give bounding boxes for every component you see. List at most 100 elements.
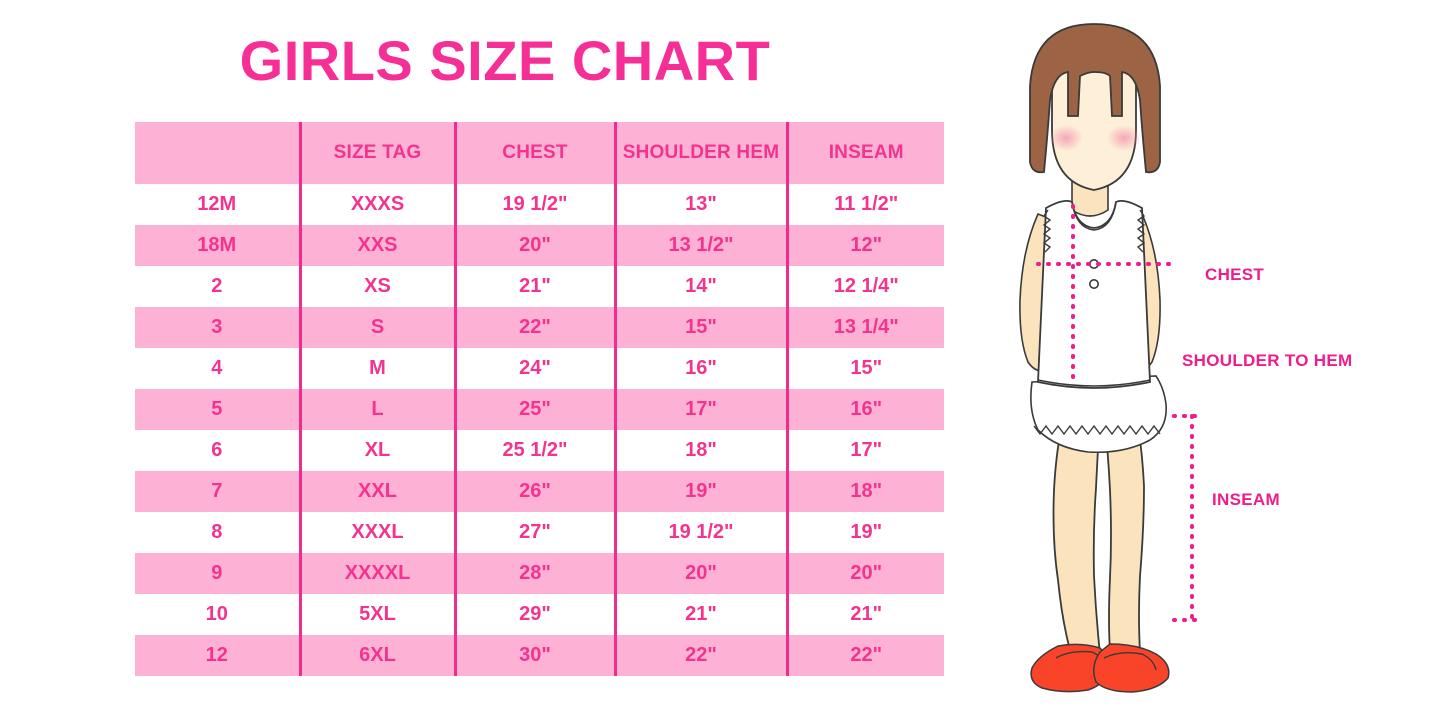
- right-leg-shape: [1102, 413, 1145, 673]
- cell-shoulder-hem: 14": [613, 266, 787, 307]
- cell-chest: 26": [453, 471, 615, 512]
- top-hem-line: [1037, 379, 1151, 387]
- cell-chest: 29": [453, 594, 615, 635]
- column-header-chest: CHEST: [453, 122, 615, 184]
- cell-chest: 19 1/2": [453, 184, 615, 225]
- cell-shoulder-hem: 13 1/2": [613, 225, 787, 266]
- cell-inseam: 18": [785, 471, 944, 512]
- bloomers-ruffle-trim: [1033, 424, 1161, 436]
- page-title: GIRLS SIZE CHART: [239, 29, 771, 92]
- cell-size: 2: [135, 266, 300, 307]
- table-row: 4 M 24" 16" 15": [135, 348, 944, 389]
- right-armhole-ruffle: [1136, 209, 1146, 253]
- column-header-shoulder-hem: SHOULDER HEM: [613, 122, 787, 184]
- cell-size-tag: M: [298, 348, 455, 389]
- table-row: 9 XXXXL 28" 20" 20": [135, 553, 944, 594]
- cell-shoulder-hem: 15": [613, 307, 787, 348]
- cell-shoulder-hem: 20": [613, 553, 787, 594]
- cell-size-tag: XXXL: [298, 512, 455, 553]
- table-row: 8 XXXL 27" 19 1/2" 19": [135, 512, 944, 553]
- cell-size-tag: XS: [298, 266, 455, 307]
- cell-size-tag: S: [298, 307, 455, 348]
- table-row: 5 L 25" 17" 16": [135, 389, 944, 430]
- cell-size-tag: L: [298, 389, 455, 430]
- cell-inseam: 20": [785, 553, 944, 594]
- girl-figure-icon: [1019, 23, 1204, 693]
- cell-size-tag: XXL: [298, 471, 455, 512]
- table-row: 12 6XL 30" 22" 22": [135, 635, 944, 676]
- left-shoe-shape: [1030, 643, 1109, 693]
- table-row: 7 XXL 26" 19" 18": [135, 471, 944, 512]
- left-armhole-ruffle: [1042, 209, 1052, 253]
- cell-size: 8: [135, 512, 300, 553]
- table-row: 12M XXXS 19 1/2" 13" 11 1/2": [135, 184, 944, 225]
- table-row: 10 5XL 29" 21" 21": [135, 594, 944, 635]
- cell-shoulder-hem: 19": [613, 471, 787, 512]
- cell-size: 10: [135, 594, 300, 635]
- cell-chest: 22": [453, 307, 615, 348]
- hair-shape: [1029, 23, 1161, 174]
- right-shoe-shape: [1093, 643, 1170, 693]
- cell-shoulder-hem: 19 1/2": [613, 512, 787, 553]
- cell-shoulder-hem: 13": [613, 184, 787, 225]
- cell-inseam: 17": [785, 430, 944, 471]
- cell-size-tag: XXXXL: [298, 553, 455, 594]
- cell-inseam: 15": [785, 348, 944, 389]
- cell-chest: 20": [453, 225, 615, 266]
- cell-inseam: 12 1/4": [785, 266, 944, 307]
- cell-inseam: 16": [785, 389, 944, 430]
- table-body: 12M XXXS 19 1/2" 13" 11 1/2" 18M XXS 20"…: [135, 184, 944, 676]
- cell-size-tag: XL: [298, 430, 455, 471]
- neckline: [1071, 201, 1117, 231]
- table-row: 2 XS 21" 14" 12 1/4": [135, 266, 944, 307]
- right-shoe-strap: [1103, 651, 1157, 671]
- column-header-inseam: INSEAM: [785, 122, 944, 184]
- cell-size-tag: XXXS: [298, 184, 455, 225]
- column-header-size-tag: SIZE TAG: [298, 122, 455, 184]
- cell-size: 9: [135, 553, 300, 594]
- cell-chest: 21": [453, 266, 615, 307]
- cell-shoulder-hem: 22": [613, 635, 787, 676]
- cell-size-tag: 6XL: [298, 635, 455, 676]
- inseam-measure-label: INSEAM: [1212, 490, 1280, 509]
- table-row: 6 XL 25 1/2" 18" 17": [135, 430, 944, 471]
- cell-chest: 30": [453, 635, 615, 676]
- table-header-row: SIZE TAG CHEST SHOULDER HEM INSEAM: [135, 122, 944, 184]
- cell-inseam: 13 1/4": [785, 307, 944, 348]
- cell-size: 18M: [135, 225, 300, 266]
- size-chart-table: SIZE TAG CHEST SHOULDER HEM INSEAM 12M X…: [135, 122, 944, 676]
- cell-size-tag: 5XL: [298, 594, 455, 635]
- cell-chest: 24": [453, 348, 615, 389]
- cell-shoulder-hem: 18": [613, 430, 787, 471]
- cell-inseam: 19": [785, 512, 944, 553]
- cell-inseam: 11 1/2": [785, 184, 944, 225]
- left-blush: [1049, 125, 1083, 151]
- right-blush: [1107, 125, 1141, 151]
- top-garment-shape: [1037, 199, 1151, 389]
- measurement-illustration: CHEST SHOULDER TO HEM INSEAM: [960, 10, 1445, 710]
- cell-size: 3: [135, 307, 300, 348]
- cell-inseam: 21": [785, 594, 944, 635]
- button-bottom-icon: [1089, 278, 1100, 289]
- cell-chest: 25": [453, 389, 615, 430]
- table-row: 3 S 22" 15" 13 1/4": [135, 307, 944, 348]
- cell-size: 5: [135, 389, 300, 430]
- cell-size: 6: [135, 430, 300, 471]
- cell-chest: 27": [453, 512, 615, 553]
- cell-size: 12M: [135, 184, 300, 225]
- cell-inseam: 22": [785, 635, 944, 676]
- shoulder-to-hem-measure-label: SHOULDER TO HEM: [1182, 351, 1353, 370]
- cell-inseam: 12": [785, 225, 944, 266]
- cell-shoulder-hem: 17": [613, 389, 787, 430]
- cell-chest: 28": [453, 553, 615, 594]
- table-row: 18M XXS 20" 13 1/2" 12": [135, 225, 944, 266]
- cell-size: 7: [135, 471, 300, 512]
- chest-measure-label: CHEST: [1205, 265, 1265, 284]
- cell-chest: 25 1/2": [453, 430, 615, 471]
- cell-size-tag: XXS: [298, 225, 455, 266]
- cell-shoulder-hem: 16": [613, 348, 787, 389]
- size-table-container: SIZE TAG CHEST SHOULDER HEM INSEAM 12M X…: [135, 122, 944, 676]
- cell-size: 4: [135, 348, 300, 389]
- cell-shoulder-hem: 21": [613, 594, 787, 635]
